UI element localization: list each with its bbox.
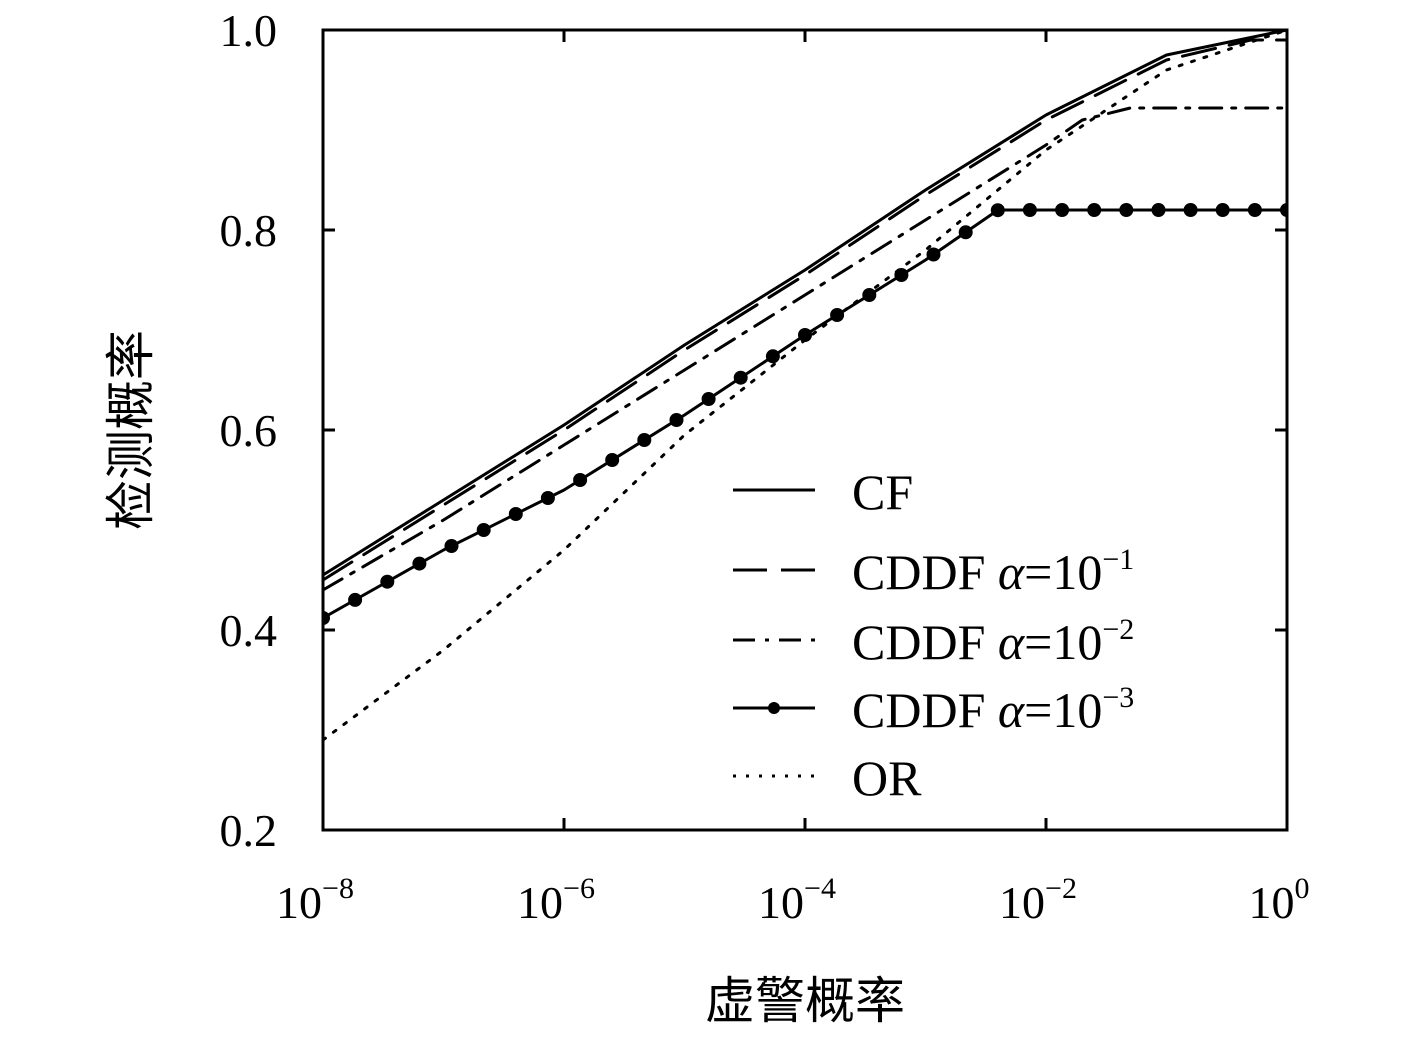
x-tick-label: 100 — [1249, 872, 1310, 928]
series-marker — [862, 288, 877, 302]
series-marker — [412, 556, 427, 571]
y-tick-label: 1.0 — [220, 5, 278, 56]
series-marker — [323, 611, 330, 625]
x-tick-label: 10−2 — [999, 872, 1077, 928]
x-axis-title: 虚警概率 — [705, 973, 905, 1029]
series-marker — [830, 308, 845, 322]
series-marker — [1022, 203, 1037, 217]
series-marker — [1247, 203, 1262, 217]
series-marker — [1215, 203, 1230, 217]
series-marker — [1280, 203, 1287, 217]
series-marker — [348, 592, 363, 607]
legend-label: CDDF α=10−2 — [852, 613, 1134, 670]
x-tick-label: 10−4 — [758, 872, 836, 928]
series-marker — [444, 539, 459, 553]
legend-label: CF — [852, 464, 913, 520]
plot-frame — [321, 28, 1289, 832]
series-marker — [476, 523, 491, 537]
series-marker — [637, 433, 652, 447]
legend-marker — [768, 702, 780, 714]
series-line-4 — [323, 28, 1287, 742]
series-marker — [1119, 203, 1134, 217]
x-tick-label: 10−6 — [517, 872, 595, 928]
series-marker — [926, 247, 941, 262]
legend: CF CDDF α=10−1 CDDF α=10−2 CDDF α=10−3 OR — [733, 464, 1134, 806]
y-axis-title: 检测概率 — [103, 330, 159, 530]
series-marker — [540, 491, 555, 505]
series-marker — [1183, 203, 1198, 217]
legend-label: CDDF α=10−3 — [852, 681, 1134, 738]
series-marker — [958, 225, 973, 240]
series-marker — [1151, 203, 1166, 217]
y-tick-label: 0.4 — [220, 605, 278, 656]
series-line-2 — [323, 106, 1287, 592]
x-tick-label: 10−8 — [276, 872, 354, 928]
series-marker — [1087, 203, 1102, 217]
series-line-1 — [323, 38, 1287, 582]
y-tick-label: 0.6 — [220, 405, 278, 456]
series-marker — [798, 328, 812, 342]
y-tick-label: 0.8 — [220, 205, 278, 256]
series-marker — [605, 453, 620, 467]
series-marker — [573, 473, 588, 487]
series-marker — [701, 392, 716, 406]
y-tick-label: 0.2 — [220, 805, 278, 856]
legend-label: OR — [852, 750, 922, 806]
plot-area — [323, 28, 1287, 742]
legend-label: CDDF α=10−1 — [852, 543, 1134, 600]
series-marker — [733, 370, 748, 385]
axes: 0.2 0.4 0.6 0.8 1.0 10−8 10−6 10−4 10−2 100 — [220, 5, 1310, 928]
series-marker — [380, 574, 395, 589]
series-line-0 — [323, 28, 1287, 577]
series-marker — [508, 507, 523, 521]
series-marker — [765, 349, 780, 364]
series-marker — [990, 203, 1005, 218]
series-marker — [669, 413, 684, 427]
series-marker — [1055, 203, 1070, 217]
